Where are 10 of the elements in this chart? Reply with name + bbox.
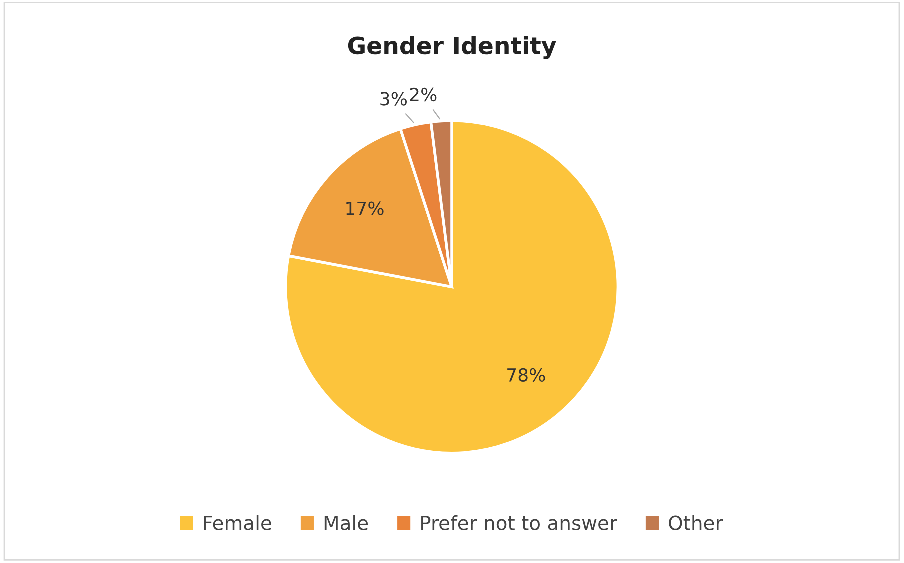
legend-label: Prefer not to answer [422, 515, 618, 530]
legend-label: Other [669, 515, 724, 530]
data-label: 2% [410, 88, 437, 102]
data-label: 78% [508, 368, 546, 382]
chart-title: Gender Identity [348, 36, 556, 60]
data-label: 17% [346, 202, 384, 216]
legend-label: Female [204, 515, 272, 530]
legend-label: Male [324, 515, 368, 530]
data-label: 3% [380, 92, 408, 106]
pie-slice [284, 120, 620, 455]
